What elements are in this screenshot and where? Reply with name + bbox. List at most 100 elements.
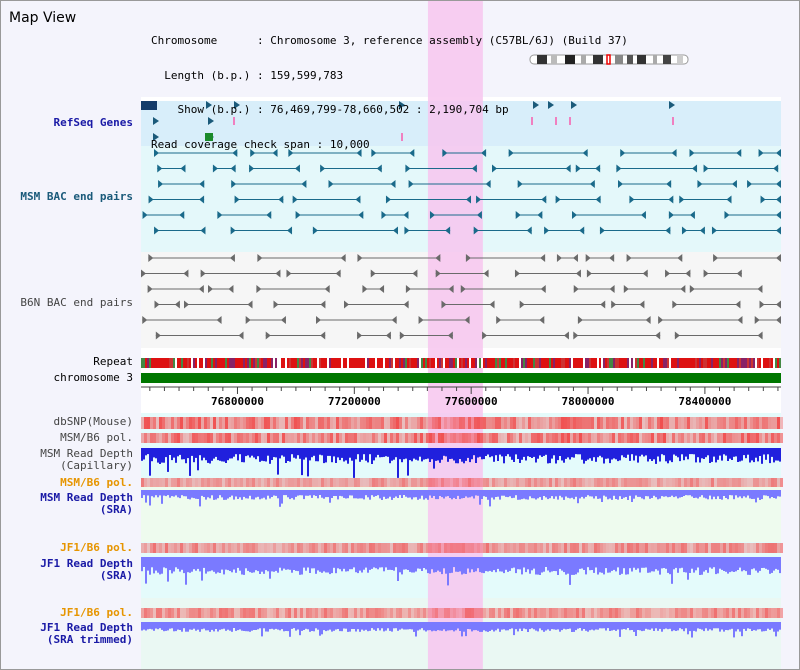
msm-pol-cell — [345, 433, 348, 443]
msm-cap-depth-bar — [521, 448, 523, 460]
jf1-trim-depth-bar — [677, 622, 679, 631]
dbsnp-cell — [141, 417, 144, 429]
dbsnp-cell — [459, 417, 462, 429]
dbsnp-cell — [450, 417, 453, 429]
jf1-pol-cell — [318, 543, 321, 553]
jf1-pol2-cell — [705, 608, 708, 618]
msm-bac-pair-end — [703, 164, 709, 173]
msm-cap-depth-bar — [437, 448, 439, 461]
jf1-pol2-cell — [354, 608, 357, 618]
repeat-segment — [463, 358, 465, 368]
track-label-msm-bac[interactable]: MSM BAC end pairs — [20, 190, 133, 203]
msm-pol2-cell — [489, 478, 492, 487]
jf1-pol2-cell — [744, 608, 747, 618]
msm-pol-cell — [465, 433, 468, 443]
msm-pol2-cell — [552, 478, 555, 487]
msm-pol-cell — [672, 433, 675, 443]
msm-pol2-cell — [495, 478, 498, 487]
jf1-pol2-cell — [588, 608, 591, 618]
jf1-pol-cell — [762, 543, 765, 553]
msm-pol-cell — [171, 433, 174, 443]
repeat-segment — [467, 358, 469, 368]
msm-pol2-cell — [204, 478, 207, 487]
msm-bac-pair-end — [212, 164, 218, 173]
msm-cap-depth-bar — [293, 448, 295, 458]
track-label-b6n-bac[interactable]: B6N BAC end pairs — [20, 296, 133, 309]
msm-sra-depth-bar — [497, 490, 499, 497]
jf1-sra-depth-bar — [277, 557, 279, 573]
msm-sra-depth-bar — [671, 490, 673, 496]
jf1-sra-depth-bar — [469, 557, 471, 573]
repeat-segment — [249, 358, 251, 368]
dbsnp-cell — [399, 417, 402, 429]
jf1-pol2-cell — [153, 608, 156, 618]
axis-tick-label: 76800000 — [211, 395, 264, 408]
msm-cap-depth-bar — [693, 448, 695, 455]
jf1-trim-depth-bar — [639, 622, 641, 631]
repeat-segment — [761, 358, 763, 368]
repeat-segment — [743, 358, 745, 368]
jf1-sra-depth-bar — [705, 557, 707, 571]
jf1-sra-depth-bar — [237, 557, 239, 568]
msm-sra-depth-bar — [281, 490, 283, 504]
repeat-segment — [443, 358, 445, 368]
jf1-pol-cell — [708, 543, 711, 553]
jf1-trim-depth-bar — [461, 622, 463, 637]
chromosome-ideogram[interactable] — [529, 54, 691, 66]
msm-sra-depth-bar — [451, 490, 453, 500]
jf1-pol-cell — [525, 543, 528, 553]
msm-pol2-cell — [444, 478, 447, 487]
repeat-segment — [751, 358, 753, 368]
jf1-sra-depth-bar — [741, 557, 743, 572]
jf1-sra-depth-bar — [405, 557, 407, 570]
jf1-sra-depth-bar — [697, 557, 699, 568]
dbsnp-cell — [372, 417, 375, 429]
msm-bac-pair-end — [617, 180, 623, 188]
jf1-trim-depth-bar — [247, 622, 249, 632]
repeat-segment — [487, 358, 489, 368]
msm-bac-pair-end — [595, 164, 601, 173]
msm-cap-depth-bar — [315, 448, 317, 462]
jf1-sra-depth-bar — [207, 557, 209, 572]
msm-sra-depth-bar — [767, 490, 769, 497]
dbsnp-cell — [696, 417, 699, 429]
msm-sra-depth-bar — [459, 490, 461, 500]
jf1-pol2-cell — [285, 608, 288, 618]
msm-pol-cell — [165, 433, 168, 443]
repeat-segment — [729, 358, 731, 368]
jf1-sra-depth-bar — [193, 557, 195, 570]
jf1-pol2-cell — [465, 608, 468, 618]
msm-cap-depth-bar — [383, 448, 385, 457]
jf1-sra-depth-bar — [563, 557, 565, 573]
repeat-segment — [735, 358, 737, 368]
jf1-trim-depth-bar — [501, 622, 503, 630]
jf1-pol2-cell — [396, 608, 399, 618]
repeat-segment — [381, 358, 383, 368]
msm-pol-cell — [726, 433, 729, 443]
jf1-sra-depth-bar — [267, 557, 269, 572]
dbsnp-cell — [426, 417, 429, 429]
jf1-pol2-cell — [456, 608, 459, 618]
repeat-segment — [281, 358, 283, 368]
msm-pol-cell — [141, 433, 144, 443]
msm-cap-depth-bar — [423, 448, 425, 460]
repeat-segment — [359, 358, 361, 368]
msm-pol2-cell — [723, 478, 726, 487]
repeat-segment — [481, 358, 483, 368]
jf1-trim-depth-bar — [257, 622, 259, 630]
info-show-key: Show (b.p.) — [177, 103, 251, 116]
jf1-pol2-cell — [576, 608, 579, 618]
repeat-segment — [159, 358, 161, 368]
msm-pol-cell — [423, 433, 426, 443]
repeat-segment — [213, 358, 215, 368]
msm-sra-depth-bar — [213, 490, 215, 500]
msm-cap-depth-bar — [403, 448, 405, 460]
msm-sra-depth-bar — [743, 490, 745, 497]
msm-pol2-cell — [306, 478, 309, 487]
msm-cap-depth-bar — [515, 448, 517, 455]
msm-pol2-cell — [420, 478, 423, 487]
b6n-bac-pair-end — [441, 300, 447, 309]
msm-sra-depth-bar — [537, 490, 539, 499]
track-label-refseq-genes[interactable]: RefSeq Genes — [53, 116, 133, 129]
